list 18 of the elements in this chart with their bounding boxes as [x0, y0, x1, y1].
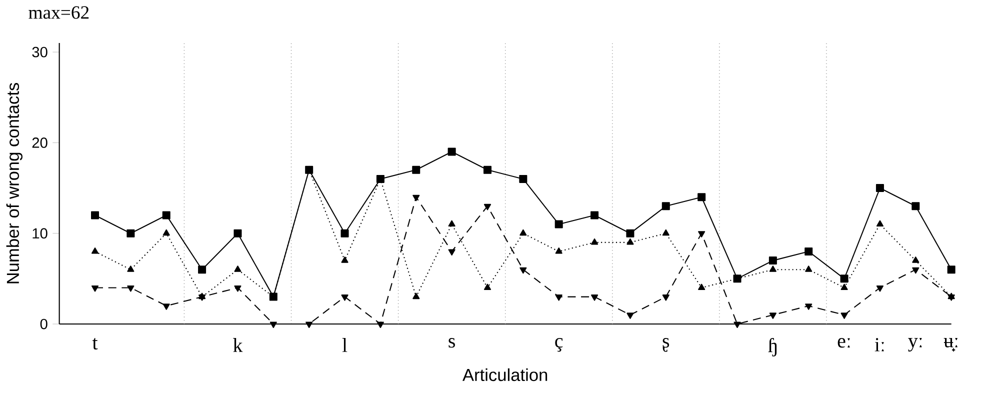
x-tick-label: k	[233, 338, 243, 352]
y-axis-title: Number of wrong contacts	[6, 82, 22, 284]
y-tick-label: 20	[32, 138, 48, 148]
x-tick-label: iː	[874, 338, 884, 352]
chart-title: max=62	[28, 6, 89, 19]
x-axis-title: Articulation	[462, 368, 548, 382]
x-tick-label: yː	[908, 338, 922, 352]
x-tick-label: t	[92, 338, 98, 350]
x-tick-label: ʉ̟ː	[944, 338, 958, 352]
x-tick-label: s	[448, 338, 455, 348]
x-tick-label: ʂ	[662, 338, 670, 352]
x-tick-label: l	[342, 338, 348, 352]
y-tick-label: 30	[32, 46, 48, 58]
x-tick-label: ɧ	[768, 338, 777, 356]
x-tick-label: ç	[555, 338, 563, 352]
y-tick-label: 0	[40, 318, 48, 330]
x-tick-label: eː	[838, 338, 850, 348]
y-tick-label: 10	[32, 228, 48, 239]
